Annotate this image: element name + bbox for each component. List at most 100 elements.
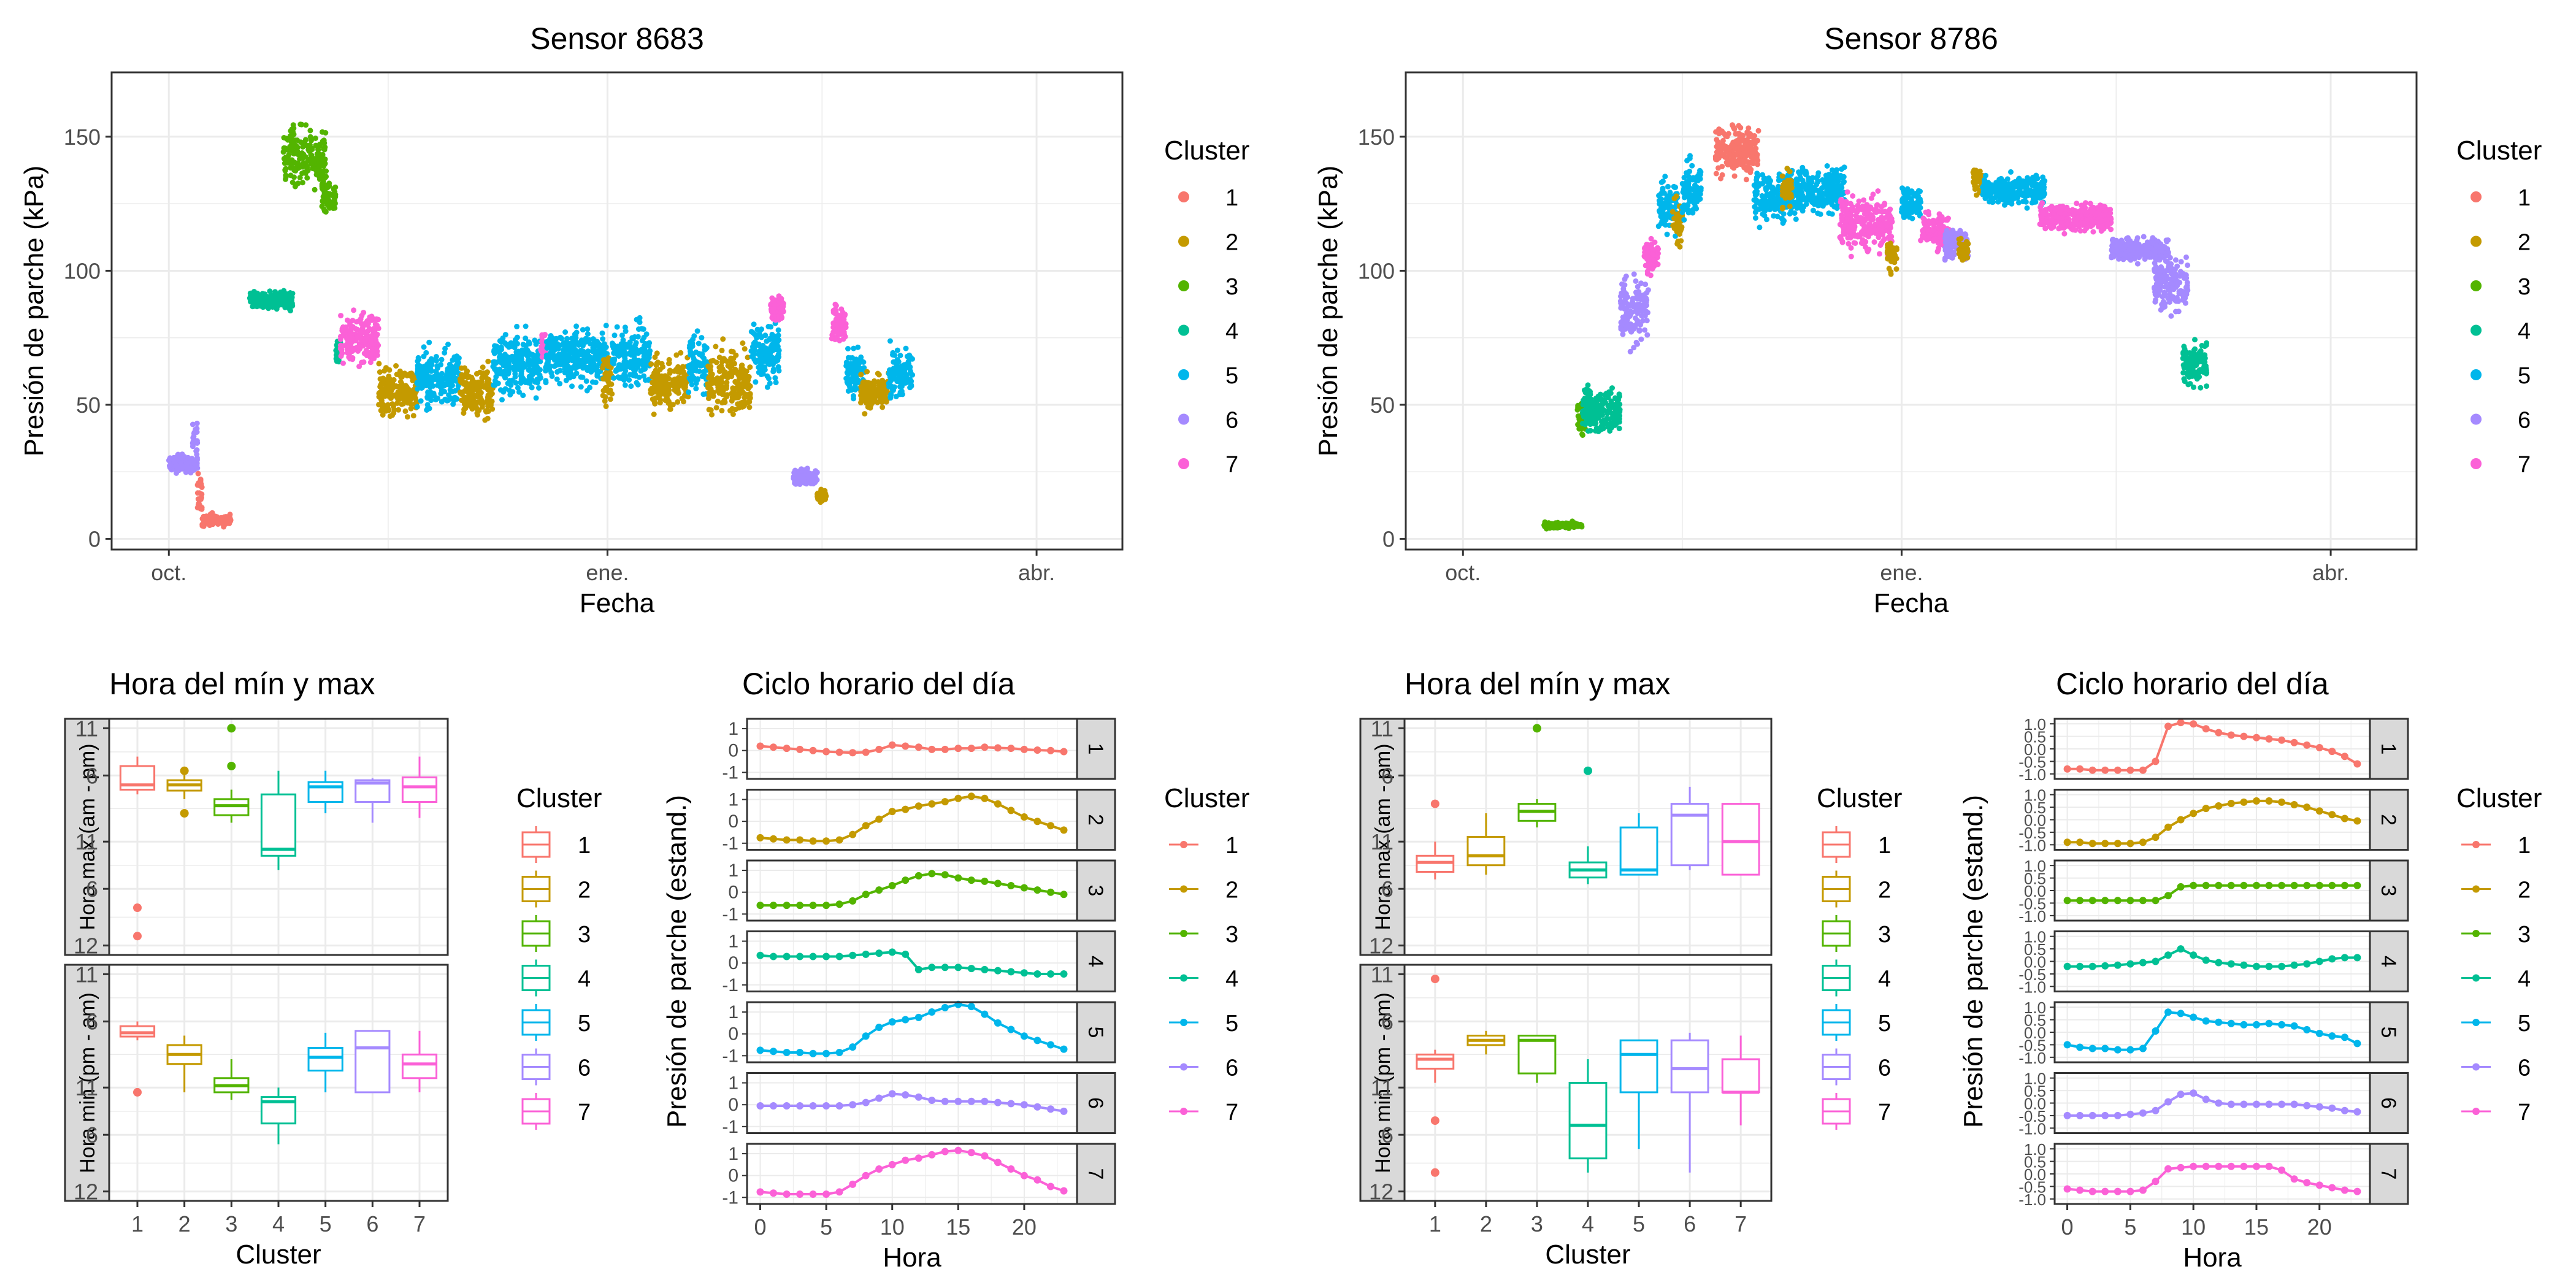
data-point — [630, 372, 636, 378]
x-tick-label: oct. — [151, 560, 186, 585]
data-point — [748, 329, 754, 335]
data-point — [1727, 160, 1732, 166]
data-point — [320, 197, 326, 204]
data-point — [1787, 211, 1793, 217]
chart-title: Sensor 8683 — [530, 21, 704, 56]
data-point — [263, 296, 269, 302]
data-point — [689, 381, 695, 388]
data-point — [897, 389, 903, 396]
data-point — [880, 404, 886, 410]
data-point — [734, 380, 739, 386]
data-point — [722, 399, 728, 405]
data-point — [394, 400, 401, 406]
data-point — [321, 145, 328, 151]
data-point — [1675, 239, 1681, 245]
data-point — [619, 332, 625, 339]
data-point — [599, 330, 605, 336]
data-point — [548, 340, 554, 346]
data-point — [576, 358, 582, 364]
data-point — [554, 376, 560, 382]
data-point — [897, 375, 903, 381]
data-point — [696, 340, 702, 347]
data-point — [779, 315, 785, 320]
data-point — [1771, 205, 1777, 211]
data-point — [1593, 425, 1600, 431]
data-point — [404, 414, 410, 420]
data-point — [1621, 289, 1627, 295]
data-point — [185, 454, 191, 461]
data-point — [662, 373, 669, 379]
data-point — [1797, 171, 1803, 177]
data-point — [442, 388, 448, 394]
data-point — [513, 380, 519, 386]
data-point — [516, 361, 523, 367]
data-point — [611, 375, 617, 381]
data-point — [562, 370, 568, 375]
data-point — [725, 363, 731, 369]
data-point — [393, 363, 399, 369]
data-point — [719, 379, 725, 385]
data-point — [551, 357, 558, 363]
data-point — [585, 356, 591, 362]
data-point — [1829, 183, 1835, 189]
data-point — [347, 331, 353, 337]
data-point — [532, 337, 538, 343]
data-point — [294, 160, 301, 166]
data-point — [1644, 253, 1650, 259]
data-point — [1574, 407, 1581, 413]
data-point — [496, 368, 502, 374]
data-point — [1636, 328, 1643, 334]
data-point — [590, 340, 596, 347]
data-point — [308, 137, 314, 144]
data-point — [272, 291, 278, 297]
data-point — [891, 372, 896, 378]
data-point — [1584, 412, 1590, 418]
data-point — [386, 407, 391, 413]
data-point — [875, 399, 881, 405]
data-point — [732, 369, 738, 375]
data-point — [802, 467, 808, 473]
data-point — [740, 404, 746, 410]
data-point — [552, 337, 558, 343]
data-point — [299, 150, 305, 156]
data-point — [1727, 151, 1733, 158]
data-point — [750, 350, 756, 356]
data-point — [1796, 186, 1802, 193]
data-point — [699, 335, 705, 341]
data-point — [858, 372, 864, 378]
data-point — [208, 513, 214, 518]
data-point — [844, 369, 850, 375]
data-point — [602, 394, 608, 400]
data-point — [1664, 231, 1670, 237]
data-point — [190, 421, 196, 427]
data-point — [557, 381, 563, 386]
data-point — [347, 321, 353, 327]
data-point — [729, 391, 735, 397]
data-point — [602, 398, 608, 404]
data-point — [846, 383, 853, 389]
data-point — [1793, 216, 1799, 222]
data-point — [770, 306, 776, 312]
data-point — [1542, 521, 1548, 527]
data-point — [710, 358, 716, 364]
data-point — [570, 374, 577, 380]
data-point — [580, 374, 586, 380]
data-point — [1715, 165, 1721, 171]
data-point — [433, 397, 439, 403]
legend-key-2 — [1178, 236, 1189, 247]
data-point — [192, 437, 198, 443]
data-point — [498, 339, 504, 345]
data-point — [287, 144, 293, 150]
data-point — [423, 350, 429, 356]
data-point — [471, 392, 477, 398]
data-point — [523, 323, 529, 329]
data-point — [652, 355, 658, 360]
data-point — [376, 402, 382, 408]
data-point — [1606, 389, 1612, 395]
data-point — [569, 335, 575, 342]
data-point — [835, 314, 841, 320]
data-point — [1833, 188, 1838, 194]
data-point — [1731, 173, 1738, 179]
